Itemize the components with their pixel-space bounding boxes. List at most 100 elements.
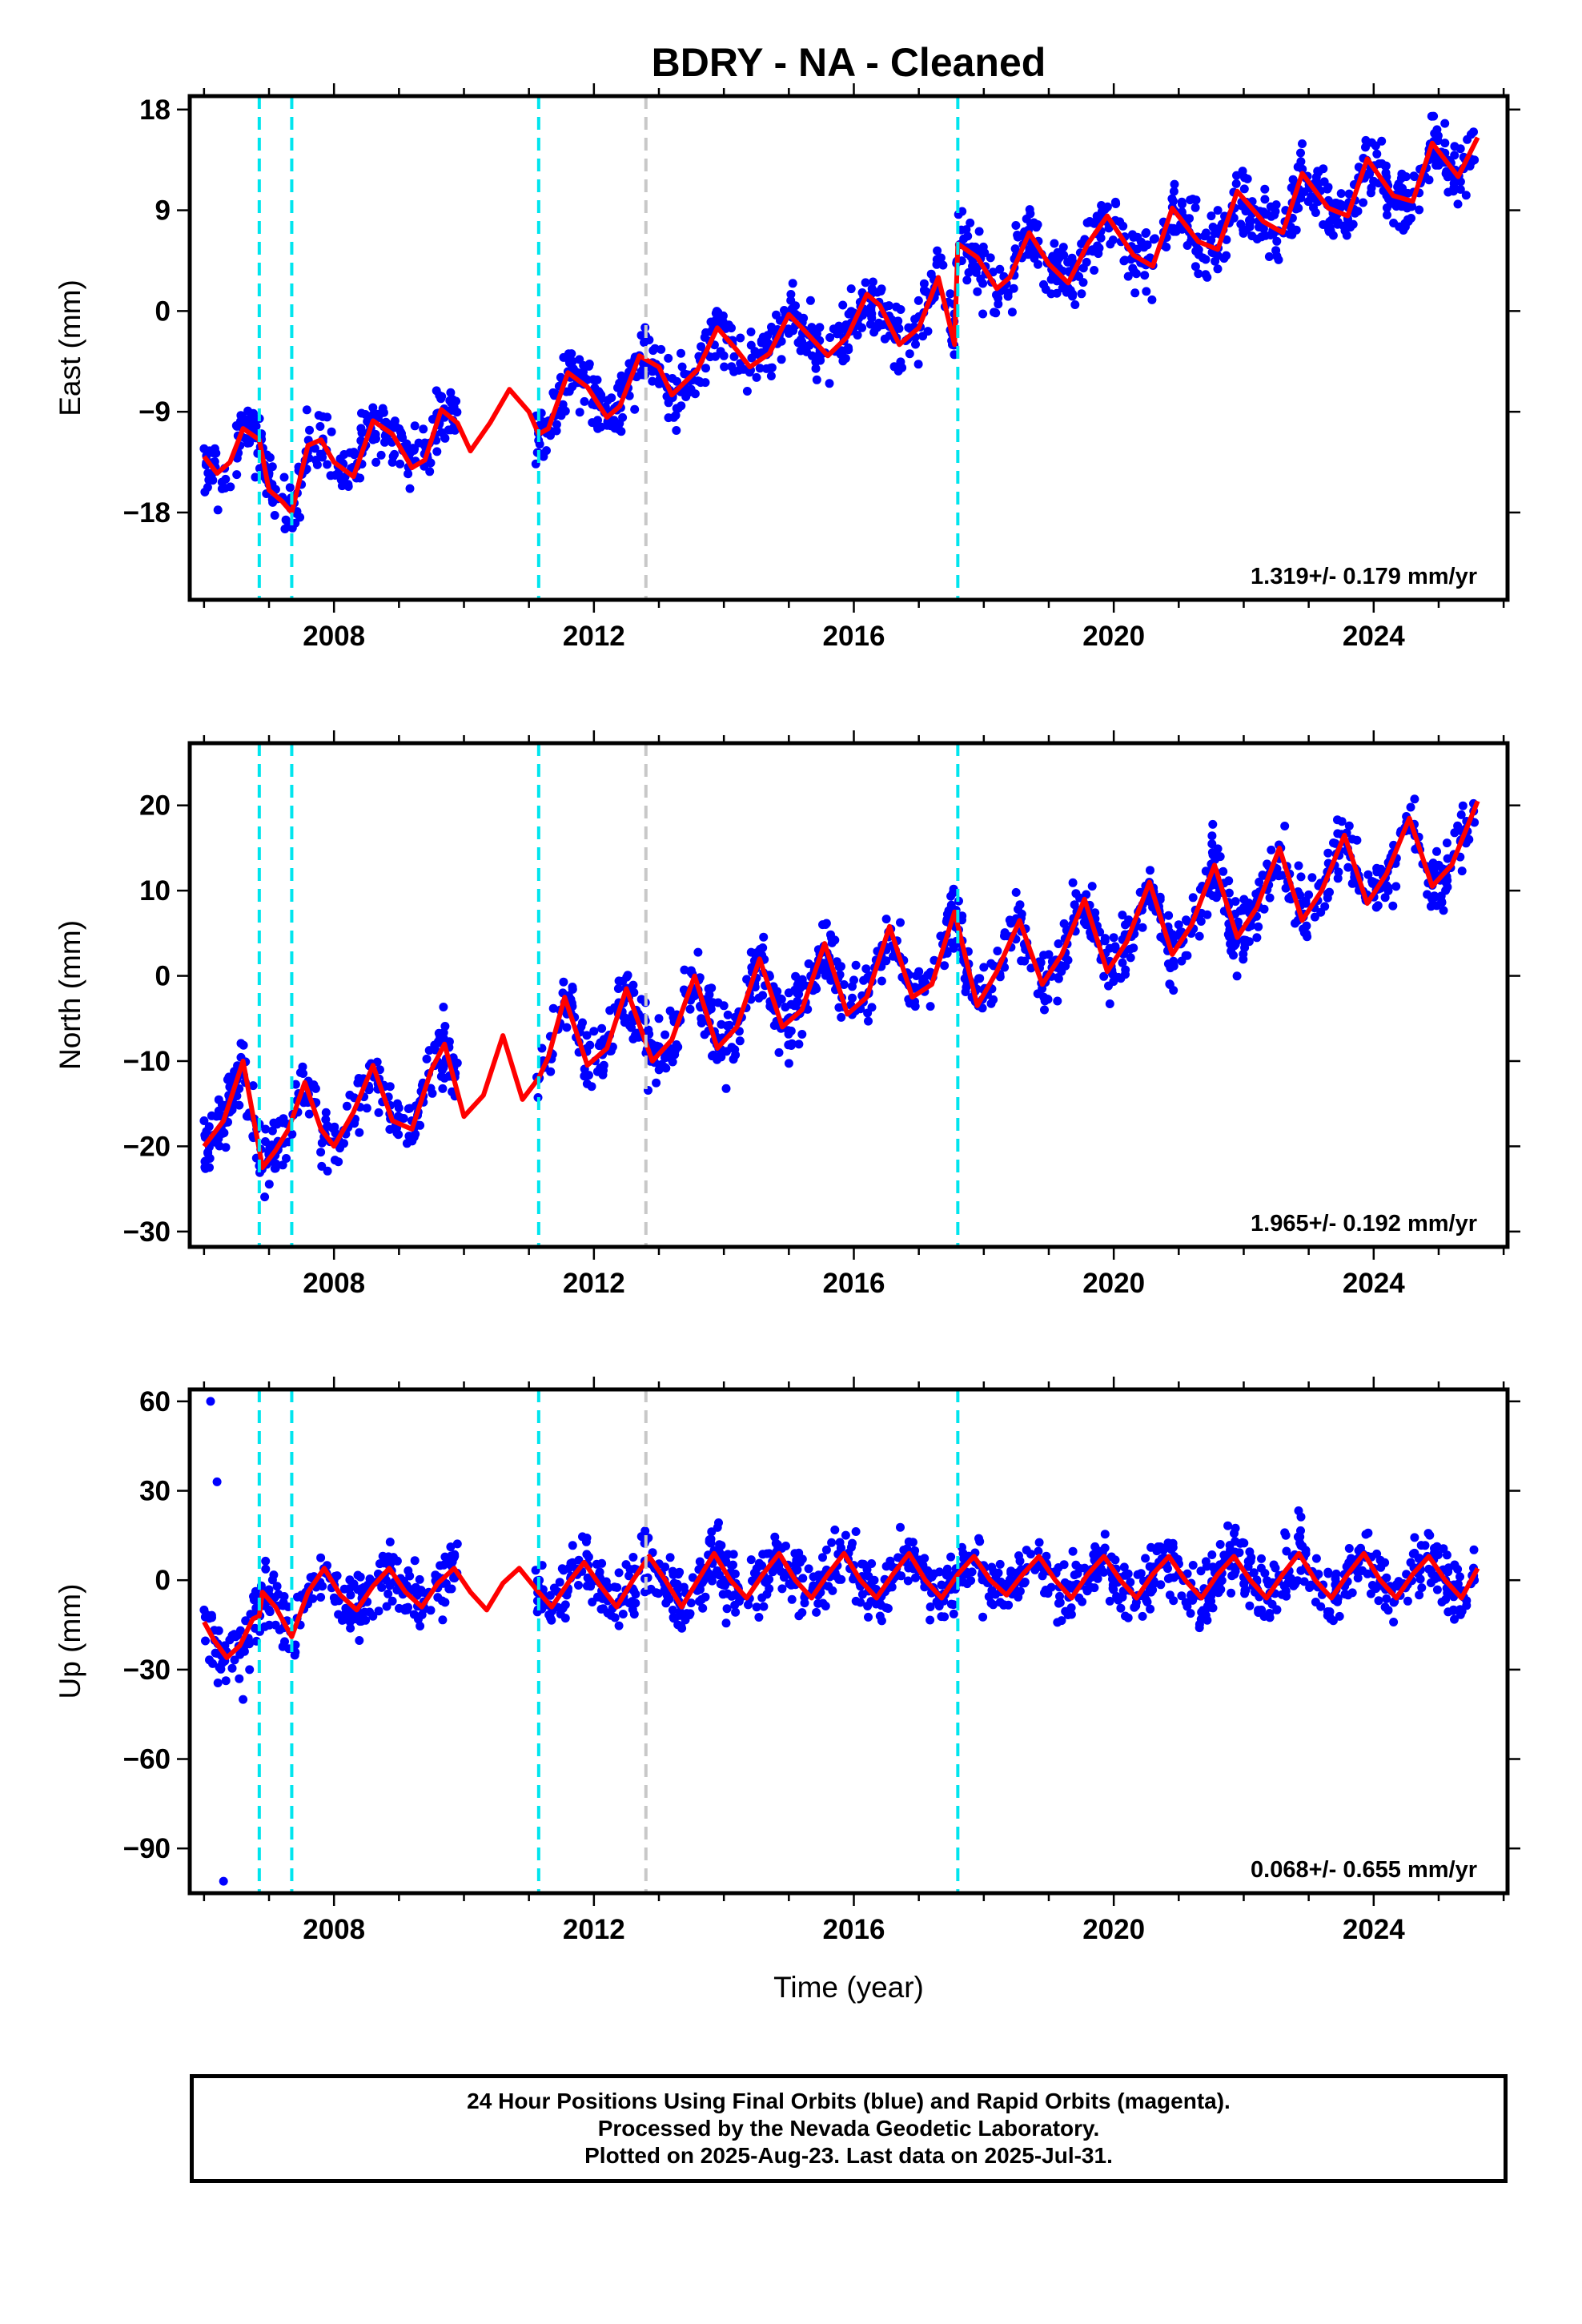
observation-point	[1410, 172, 1419, 182]
observation-point	[1164, 911, 1174, 920]
observation-point	[713, 308, 723, 317]
observation-point	[747, 353, 757, 363]
observation-point	[223, 1075, 232, 1084]
model-fit-line	[202, 800, 1480, 1170]
observation-point	[759, 932, 769, 942]
observation-point	[318, 1582, 327, 1591]
observation-point	[877, 1601, 886, 1610]
observation-point	[629, 1610, 639, 1619]
observation-point	[927, 1572, 937, 1582]
observation-point	[432, 386, 441, 396]
observation-point	[1403, 1596, 1412, 1606]
observation-point	[233, 1630, 243, 1640]
y-axis-label: North (mm)	[54, 920, 86, 1070]
observation-point	[243, 1112, 253, 1121]
observation-point	[278, 1160, 287, 1170]
observation-point	[1207, 211, 1216, 221]
observation-point	[452, 1539, 462, 1549]
observation-point	[547, 1615, 556, 1625]
observation-point	[1082, 1585, 1091, 1594]
observation-point	[582, 1581, 592, 1590]
observation-point	[1188, 195, 1198, 204]
observation-point	[757, 1593, 767, 1602]
observation-point	[826, 930, 835, 939]
y-tick-label: 0	[155, 296, 171, 327]
observation-point	[1244, 937, 1254, 947]
observation-point	[734, 365, 744, 375]
observation-point	[559, 352, 568, 362]
observation-point	[786, 1580, 796, 1590]
observation-point	[204, 1614, 214, 1623]
observation-point	[249, 408, 258, 418]
observation-point	[719, 1575, 729, 1585]
observation-point	[966, 218, 975, 227]
observation-point	[235, 1650, 245, 1659]
observation-point	[746, 1555, 756, 1565]
observation-point	[1123, 1569, 1133, 1578]
observation-point	[613, 984, 623, 993]
observation-point	[896, 1522, 905, 1532]
observation-point	[1296, 872, 1306, 882]
observation-point	[1165, 979, 1174, 989]
observation-point	[827, 938, 837, 947]
x-tick-label: 2012	[563, 621, 625, 652]
observation-point	[556, 372, 565, 382]
y-tick-label: −9	[139, 396, 171, 428]
observation-point	[830, 1525, 840, 1534]
observation-point	[708, 998, 717, 1007]
observation-point	[323, 460, 332, 469]
observation-point	[786, 290, 796, 299]
observation-point	[221, 1676, 231, 1686]
observation-point	[1177, 1591, 1186, 1601]
observation-point	[432, 447, 442, 456]
observation-point	[1434, 860, 1443, 870]
observation-point	[1369, 878, 1379, 887]
observation-point	[1304, 890, 1314, 899]
y-tick-label: 0	[155, 961, 171, 992]
observation-point	[838, 300, 848, 310]
rate-label: 1.965+/- 0.192 mm/yr	[1251, 1211, 1477, 1236]
observation-point	[439, 1003, 448, 1011]
observation-point	[260, 1192, 270, 1202]
observation-point	[1071, 1560, 1081, 1570]
observation-point	[755, 944, 765, 954]
observation-point	[867, 1003, 877, 1012]
observation-point	[777, 355, 786, 364]
observation-point	[958, 1542, 966, 1552]
observation-point	[623, 971, 632, 980]
observation-point	[1191, 203, 1200, 212]
observation-point	[1319, 164, 1328, 174]
observation-point	[1009, 283, 1018, 293]
observation-point	[1040, 1588, 1049, 1598]
observation-point	[1068, 1546, 1078, 1556]
observation-point	[808, 327, 817, 336]
observation-point	[676, 1607, 685, 1617]
observation-point	[440, 433, 450, 443]
x-tick-label: 2012	[563, 1268, 625, 1299]
observation-point	[958, 911, 967, 921]
observation-point	[1281, 883, 1291, 893]
observation-point	[978, 1003, 987, 1013]
observation-point	[1155, 1545, 1165, 1554]
observation-point	[730, 1569, 740, 1578]
observation-point	[368, 435, 378, 444]
observation-point	[693, 947, 703, 957]
observation-point	[1156, 1580, 1166, 1590]
observation-point	[1227, 1588, 1236, 1598]
observation-point	[230, 1655, 239, 1665]
observation-point	[1195, 1623, 1204, 1633]
observation-point	[203, 468, 213, 478]
observation-point	[774, 1047, 784, 1057]
observation-point	[1430, 1548, 1439, 1558]
observation-point	[1100, 204, 1110, 214]
observation-point	[926, 1002, 935, 1011]
observation-point	[409, 1610, 419, 1619]
observation-point	[1211, 893, 1221, 903]
observation-point	[232, 470, 242, 480]
observation-point	[797, 1030, 807, 1039]
observation-point	[566, 1558, 576, 1568]
observation-point	[863, 972, 873, 982]
observation-point	[701, 364, 710, 373]
observation-point	[1299, 187, 1309, 197]
observation-point	[889, 951, 897, 961]
